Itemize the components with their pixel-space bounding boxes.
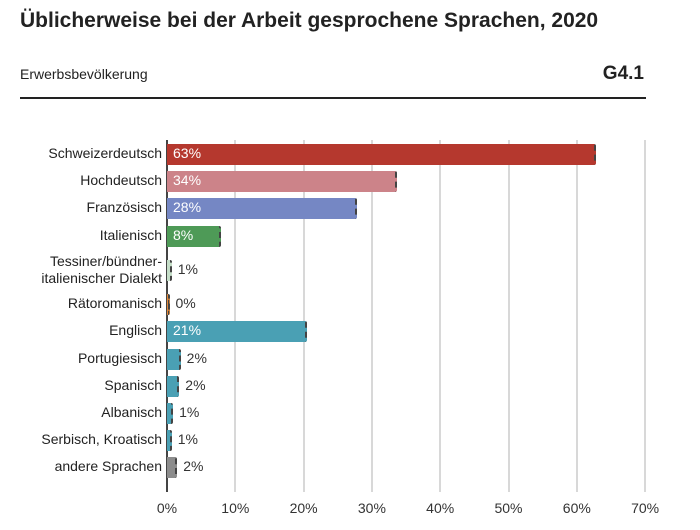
bar — [167, 171, 398, 192]
gridline — [575, 140, 578, 492]
x-tick-label: 50% — [494, 500, 523, 516]
bar — [167, 376, 180, 397]
category-label: Portugiesisch — [77, 350, 162, 366]
data-label: 28% — [173, 199, 202, 215]
header-divider — [20, 97, 646, 99]
category-label: Serbisch, Kroatisch — [41, 431, 162, 447]
gridline — [370, 140, 373, 492]
bar — [167, 198, 357, 219]
chart-subtitle: Erwerbsbevölkerung — [20, 66, 148, 82]
data-label: 1% — [177, 431, 198, 447]
bar — [167, 226, 221, 247]
data-label: 8% — [173, 227, 194, 243]
bar — [167, 430, 172, 451]
gridline — [302, 140, 305, 492]
bar — [167, 260, 172, 281]
gridline — [234, 140, 237, 492]
bar — [167, 294, 170, 315]
x-tick-label: 70% — [631, 500, 660, 516]
chart-title: Üblicherweise bei der Arbeit gesprochene… — [20, 9, 599, 32]
category-label: Albanisch — [101, 404, 162, 420]
x-tick-label: 30% — [357, 500, 386, 516]
bar — [167, 403, 174, 424]
data-label: 1% — [177, 261, 198, 277]
category-label: Hochdeutsch — [80, 172, 162, 188]
category-label: Spanisch — [104, 377, 162, 393]
category-label: andere Sprachen — [54, 458, 162, 474]
category-label: Rätoromanisch — [67, 295, 162, 311]
data-label: 1% — [179, 404, 200, 420]
bar — [167, 144, 596, 165]
data-label: 21% — [173, 322, 202, 338]
x-tick-label: 20% — [289, 500, 318, 516]
data-label: 0% — [175, 295, 196, 311]
data-label: 2% — [186, 350, 207, 366]
category-label: Tessiner/bündner-italienischer Dialekt — [41, 253, 162, 286]
category-label: Italienisch — [99, 227, 162, 243]
category-label: Englisch — [109, 322, 162, 338]
gridline — [644, 140, 647, 492]
bar — [167, 321, 307, 342]
x-tick-label: 0% — [156, 500, 178, 516]
bar — [167, 349, 181, 370]
data-label: 63% — [173, 145, 202, 161]
category-label: Schweizerdeutsch — [48, 145, 162, 161]
data-label: 34% — [173, 172, 202, 188]
x-tick-label: 60% — [562, 500, 591, 516]
chart-code: G4.1 — [602, 63, 644, 84]
x-tick-label: 10% — [221, 500, 250, 516]
category-label: Französisch — [86, 199, 162, 215]
gridline — [439, 140, 442, 492]
data-label: 2% — [183, 458, 204, 474]
y-axis-line — [166, 140, 168, 492]
x-tick-label: 40% — [426, 500, 455, 516]
data-label: 2% — [185, 377, 206, 393]
bar — [167, 457, 178, 478]
gridline — [507, 140, 510, 492]
